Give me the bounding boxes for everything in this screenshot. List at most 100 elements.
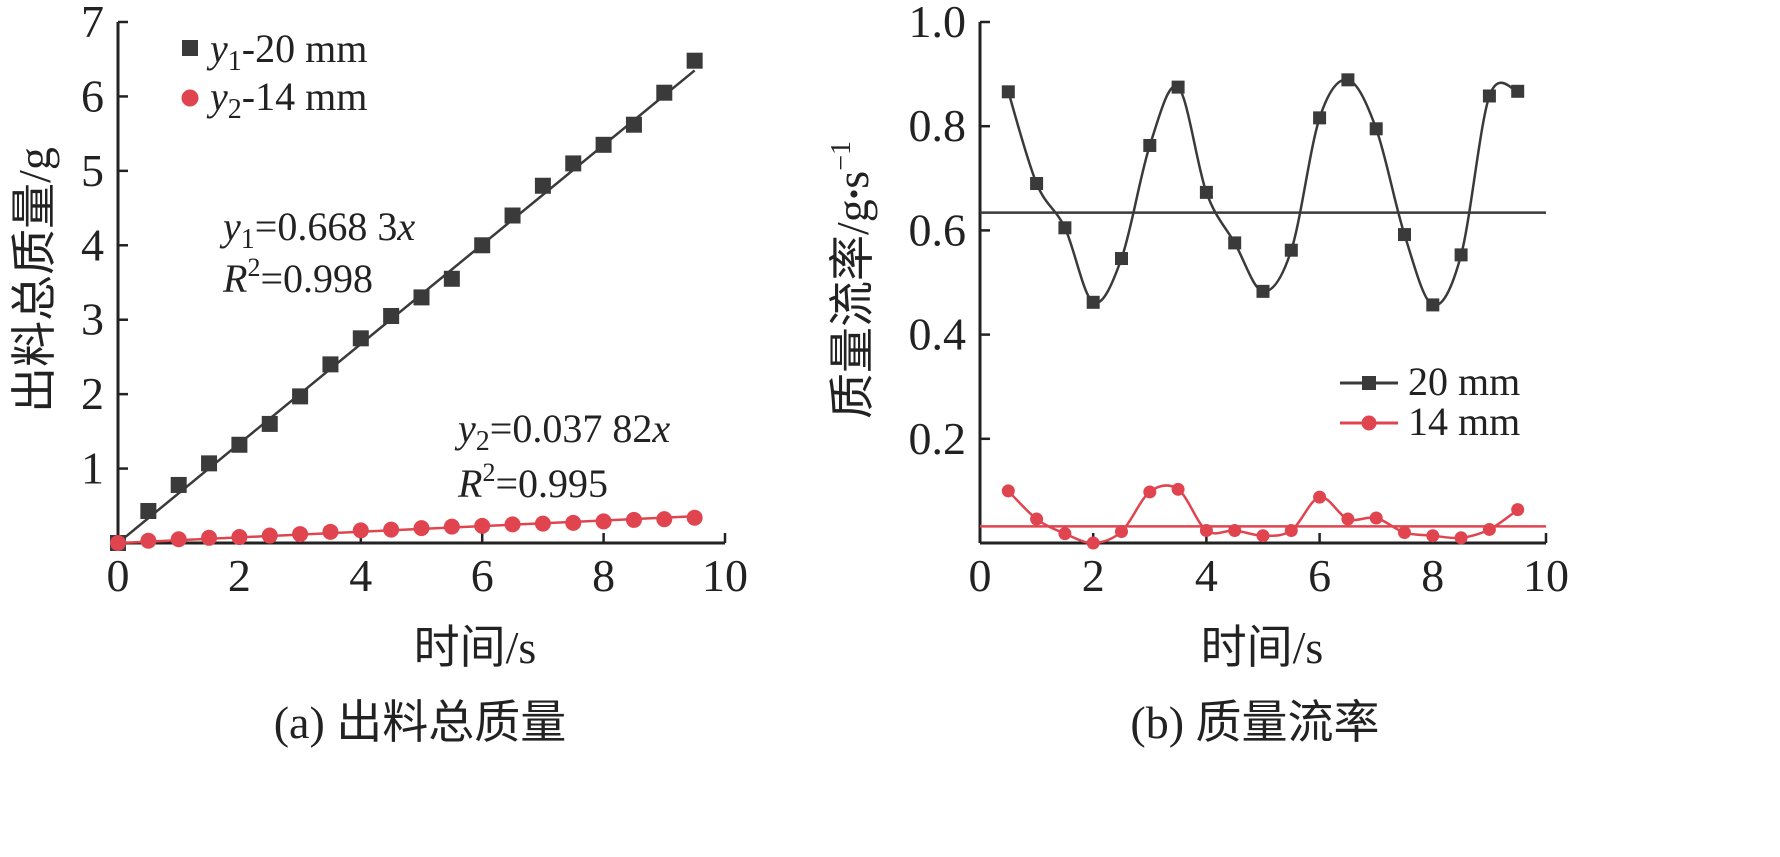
panel-b-y-axis-label: 质量流率/g•s−1	[826, 141, 878, 419]
fit-equation-y2: y2=0.037 82x	[454, 406, 670, 457]
series-y1-20-mm-point	[170, 476, 187, 493]
series-y1-20-mm-point	[565, 155, 582, 172]
y-tick-label: 7	[81, 0, 104, 47]
panel-b-mass-flow-rate: 0 2 4 6 8 10 0.20.40.60.81.0 时间/s 质量流率/g•s−1 …	[826, 0, 1569, 748]
series-y1-20-mm-point	[534, 177, 551, 194]
series-y1-20-mm-point	[474, 237, 491, 254]
y-tick-label: 6	[81, 70, 104, 121]
series-y1-20-mm-point	[686, 52, 703, 69]
series-y2-14-mm-point	[686, 509, 703, 526]
series-y2-14-mm-point	[474, 517, 491, 534]
series-20-mm-point	[1284, 243, 1298, 257]
legend-marker-square	[1362, 376, 1376, 390]
series-14-mm-point	[1256, 529, 1270, 543]
series-y1-20-mm-point	[292, 388, 309, 405]
series-y2-14-mm-point	[504, 516, 521, 533]
series-y2-14-mm-point	[413, 520, 430, 537]
series-y2-14-mm-point	[565, 514, 582, 531]
panel-a-total-output-mass: 0 2 4 6 8 10 1 2 3 4 5 6 7 时间/s 出料总质量/g (a) 出料总质量 y…	[9, 0, 748, 748]
series-y1-20-mm-point	[261, 415, 278, 432]
series-20-mm-point	[1482, 89, 1496, 103]
series-14-mm-point	[1228, 523, 1242, 537]
series-y2-14-mm-point	[201, 529, 218, 546]
series-20-mm-point	[1454, 248, 1468, 262]
y-tick-label: 1.0	[909, 0, 967, 47]
series-y2-14-mm-point	[383, 521, 400, 538]
panel-b-x-tick-labels: 0 2 4 6 8 10	[969, 550, 1570, 601]
y-tick-label: 4	[81, 219, 104, 270]
panel-b-legend: 20 mm 14 mm	[1340, 359, 1520, 444]
panel-a-y-tick-labels: 1 2 3 4 5 6 7	[81, 0, 104, 494]
series-y2-14-mm-point	[261, 527, 278, 544]
series-y1-20-mm-point	[504, 207, 521, 224]
series-20-mm-point	[1511, 84, 1525, 98]
series-20-mm-curve	[1007, 78, 1519, 307]
legend-label-20mm: 20 mm	[1408, 359, 1520, 404]
fit-r2-y1: R2=0.998	[222, 253, 373, 301]
fit-r2-y2: R2=0.995	[457, 458, 608, 506]
x-tick-label: 6	[1308, 550, 1331, 601]
series-14-mm-point	[1058, 527, 1072, 541]
series-y2-14-mm-point	[140, 532, 157, 549]
legend-marker-circle	[1361, 415, 1377, 431]
panel-a-plot-area	[110, 20, 727, 551]
panel-b-y-tick-labels: 0.2 0.4 0.6 0.8 1.0	[909, 0, 967, 464]
series-14-mm-point	[1115, 525, 1128, 539]
panel-b-plot-area	[978, 20, 1548, 550]
series-y2-14-mm-point	[110, 535, 126, 551]
series-20-mm-point	[1313, 111, 1327, 125]
series-20-mm-point	[1001, 85, 1015, 99]
series-y1-20-mm-point	[595, 136, 612, 153]
series-20-mm-point	[1058, 221, 1072, 235]
series-20-mm-point	[1398, 228, 1411, 242]
panel-b-caption: (b) 质量流率	[1130, 697, 1379, 748]
panel-a-caption: (a) 出料总质量	[274, 697, 567, 748]
y-tick-label: 0.8	[909, 100, 967, 151]
series-14-mm-point	[1341, 512, 1355, 526]
series-y1-20-mm-point	[383, 307, 400, 324]
x-tick-label: 8	[592, 550, 615, 601]
panel-a-y-axis-label: 出料总质量/g	[9, 147, 60, 413]
series-y2-14-mm-point	[595, 513, 612, 530]
series-20-mm-point	[1426, 298, 1440, 312]
series-14-mm-point	[1001, 484, 1015, 498]
legend-marker-square	[182, 40, 198, 56]
panel-a-fit-annotation-y1: y1=0.668 3x R2=0.998	[219, 204, 415, 301]
x-tick-label: 0	[969, 550, 992, 601]
panel-a-x-axis-label: 时间/s	[414, 622, 537, 673]
panel-a-legend: y1-20 mm y2-14 mm	[181, 26, 367, 125]
series-y1-20-mm-point	[231, 436, 248, 453]
series-y2-14-mm-point	[292, 526, 309, 543]
series-y1-20-mm-point	[625, 116, 642, 133]
legend-label-y2: y2-14 mm	[206, 74, 367, 125]
series-y2-14-mm-point	[443, 518, 460, 535]
legend-marker-circle	[181, 89, 199, 107]
series-14-mm-point	[1482, 522, 1496, 536]
series-14-mm-point	[1369, 511, 1383, 525]
series-20-mm-point	[1256, 284, 1270, 298]
y-tick-label: 1	[81, 443, 104, 494]
x-tick-label: 0	[107, 550, 130, 601]
panel-a-fit-annotation-y2: y2=0.037 82x R2=0.995	[454, 406, 670, 506]
series-y2-14-mm-point	[322, 523, 339, 540]
series-y1-20-mm-point	[201, 455, 218, 472]
y-tick-label: 0.2	[909, 413, 967, 464]
panel-a-x-tick-labels: 0 2 4 6 8 10	[107, 550, 749, 601]
y-tick-label: 3	[81, 294, 104, 345]
x-tick-label: 10	[1523, 550, 1569, 601]
series-14-mm-point	[1426, 529, 1440, 543]
series-20-mm-point	[1171, 80, 1185, 94]
series-y2-14-mm-point	[534, 515, 551, 532]
series-y1-20-mm-point	[352, 330, 369, 347]
series-20-mm-point	[1143, 138, 1157, 152]
series-14-mm-point	[1171, 482, 1185, 496]
y-tick-label: 0.4	[909, 309, 967, 360]
y-tick-label: 5	[81, 145, 104, 196]
series-14-mm-point	[1511, 503, 1525, 517]
series-y2-14-mm-point	[231, 529, 248, 546]
series-y1-20-mm-point	[413, 289, 430, 306]
x-tick-label: 4	[1195, 550, 1218, 601]
series-14-mm-point	[1199, 523, 1213, 537]
y-tick-label: 2	[81, 368, 104, 419]
